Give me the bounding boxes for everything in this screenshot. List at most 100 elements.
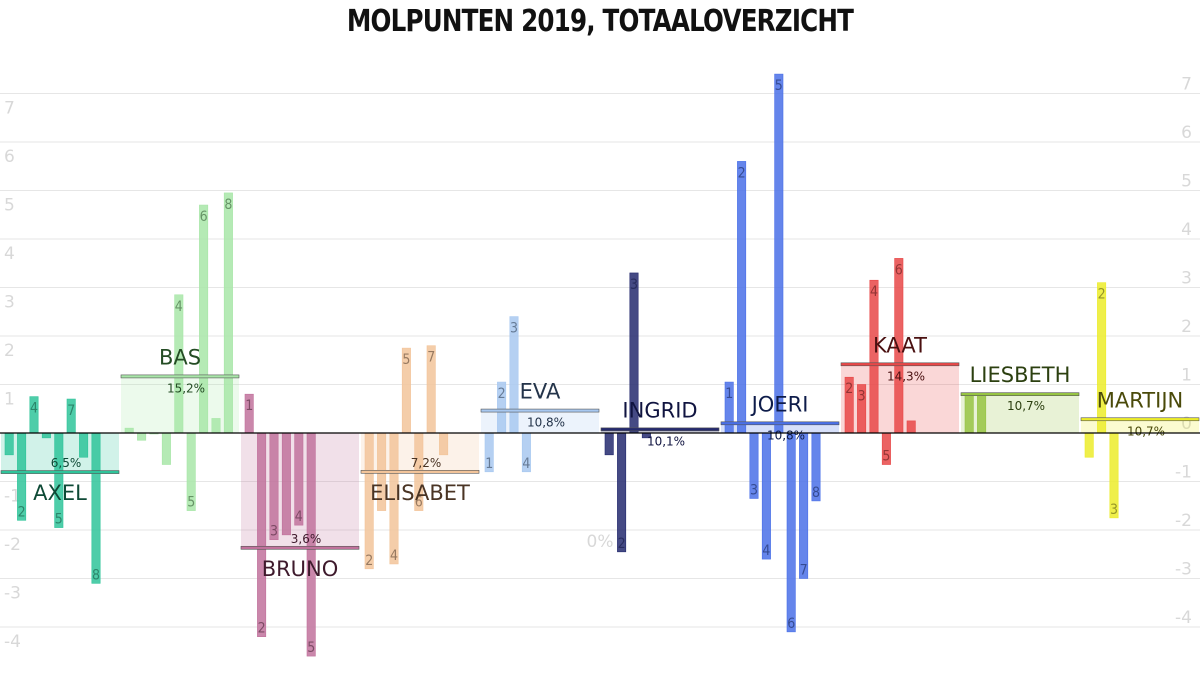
average-line (840, 362, 960, 367)
bar-value-label: 3 (1110, 502, 1118, 518)
bar-value-label: 1 (485, 456, 493, 472)
bar-bas-4 (161, 432, 171, 465)
y-tick-label-right: 2 (1181, 317, 1192, 337)
average-band (601, 429, 719, 433)
y-tick-label-left: 4 (4, 244, 15, 264)
contestant-name-axel: AXEL (33, 481, 87, 505)
bar-axel-8 (91, 432, 101, 584)
bar-value-label: 8 (92, 567, 100, 583)
contestant-name-elisabet: ELISABET (370, 481, 470, 505)
contestant-percent: 10,8% (527, 416, 565, 430)
bar-value-label: 7 (427, 350, 435, 366)
bar-value-label: 3 (630, 277, 638, 293)
y-tick-label-left: 3 (4, 293, 15, 313)
y-tick-label-left: 6 (4, 147, 15, 167)
y-tick-label-right: 7 (1181, 75, 1192, 95)
contestant-percent: 15,2% (167, 381, 205, 395)
bar-joeri-2 (737, 161, 747, 434)
bar-value-label: 3 (510, 321, 518, 337)
bar-value-label: 2 (618, 536, 626, 552)
y-tick-label-right: 5 (1181, 172, 1192, 192)
bar-martijn-1 (1084, 432, 1094, 458)
bar-kaat-6 (906, 420, 916, 434)
average-line (480, 408, 600, 413)
bar-elisabet-7 (439, 432, 449, 456)
bar-bas-2 (137, 432, 147, 441)
bar-liesbeth-1 (964, 393, 974, 434)
bar-bas-7 (199, 204, 209, 434)
bar-bas-8 (211, 418, 221, 434)
bar-value-label: 5 (775, 78, 783, 94)
bar-value-label: 2 (18, 504, 26, 520)
bar-value-label: 6 (787, 616, 795, 632)
bar-liesbeth-2 (977, 393, 987, 434)
bar-value-label: 3 (750, 482, 758, 498)
y-tick-label-right: -4 (1175, 608, 1192, 628)
bar-bruno-4 (281, 432, 291, 536)
y-tick-label-right: -3 (1175, 560, 1192, 580)
contestant-percent: 14,3% (887, 369, 925, 383)
bar-value-label: 4 (870, 284, 878, 300)
bar-joeri-6 (786, 432, 796, 633)
average-line (360, 469, 480, 474)
bar-joeri-5 (774, 73, 784, 434)
bar-value-label: 5 (882, 449, 890, 465)
bar-axel-7 (79, 432, 89, 458)
bar-value-label: 6 (895, 262, 903, 278)
bar-value-label: 5 (307, 640, 315, 656)
bar-value-label: 7 (67, 403, 75, 419)
bar-value-label: 6 (415, 495, 423, 511)
bar-value-label: 2 (845, 381, 853, 397)
contestant-percent: 3,6% (291, 532, 322, 546)
contestant-name-bas: BAS (159, 345, 201, 369)
y-tick-label-right: 6 (1181, 123, 1192, 143)
contestant-percent: 10,8% (767, 428, 805, 442)
contestant-name-joeri: JOERI (750, 392, 809, 416)
bar-value-label: 4 (295, 509, 303, 525)
bar-value-label: 5 (187, 495, 195, 511)
bar-value-label: 5 (55, 512, 63, 528)
y-tick-label-right: 0 (1181, 414, 1192, 434)
average-line (240, 545, 360, 550)
y-tick-label-left: 2 (4, 341, 15, 361)
y-tick-label-left: -3 (4, 584, 21, 604)
contestant-name-ingrid: INGRID (622, 398, 697, 422)
bar-bas-9 (223, 192, 233, 434)
average-band (1081, 419, 1199, 433)
average-line (0, 470, 120, 474)
bar-joeri-7 (799, 432, 809, 579)
bar-value-label: 2 (738, 165, 746, 181)
bar-value-label: 2 (1098, 287, 1106, 303)
bar-value-label: 4 (522, 456, 530, 472)
contestant-name-liesbeth: LIESBETH (970, 363, 1071, 387)
average-line (720, 421, 840, 426)
y-tick-label-left: -2 (4, 535, 21, 555)
bar-value-label: 2 (258, 621, 266, 637)
contestant-name-eva: EVA (520, 380, 561, 404)
contestant-name-bruno: BRUNO (262, 557, 339, 581)
contestant-name-kaat: KAAT (873, 333, 927, 357)
bar-value-label: 3 (858, 389, 866, 405)
contestant-percent: 10,7% (1007, 399, 1045, 413)
bar-bruno-2 (257, 432, 267, 637)
bar-value-label: 5 (402, 352, 410, 368)
average-line (600, 427, 720, 432)
y-tick-label-right: 1 (1181, 366, 1192, 386)
bar-value-label: 8 (224, 197, 232, 213)
average-line (960, 392, 1080, 397)
y-tick-label-left: 5 (4, 196, 15, 216)
bar-bas-1 (124, 427, 134, 434)
contestant-percent: 6,5% (51, 456, 82, 470)
y-tick-label-left: 1 (4, 390, 15, 410)
bar-ingrid-2 (617, 432, 627, 553)
average-line (1080, 417, 1200, 422)
bar-value-label: 1 (245, 398, 253, 414)
contestant-percent: 7,2% (411, 456, 442, 470)
bar-axel-1 (4, 432, 14, 456)
bar-value-label: 6 (200, 209, 208, 225)
zero-percent-label: 0% (587, 532, 614, 552)
y-tick-label-left: -1 (4, 487, 21, 507)
contestant-percent: 10,7% (1127, 424, 1165, 438)
contestant-percent: 10,1% (647, 434, 685, 448)
bar-value-label: 4 (30, 401, 38, 417)
